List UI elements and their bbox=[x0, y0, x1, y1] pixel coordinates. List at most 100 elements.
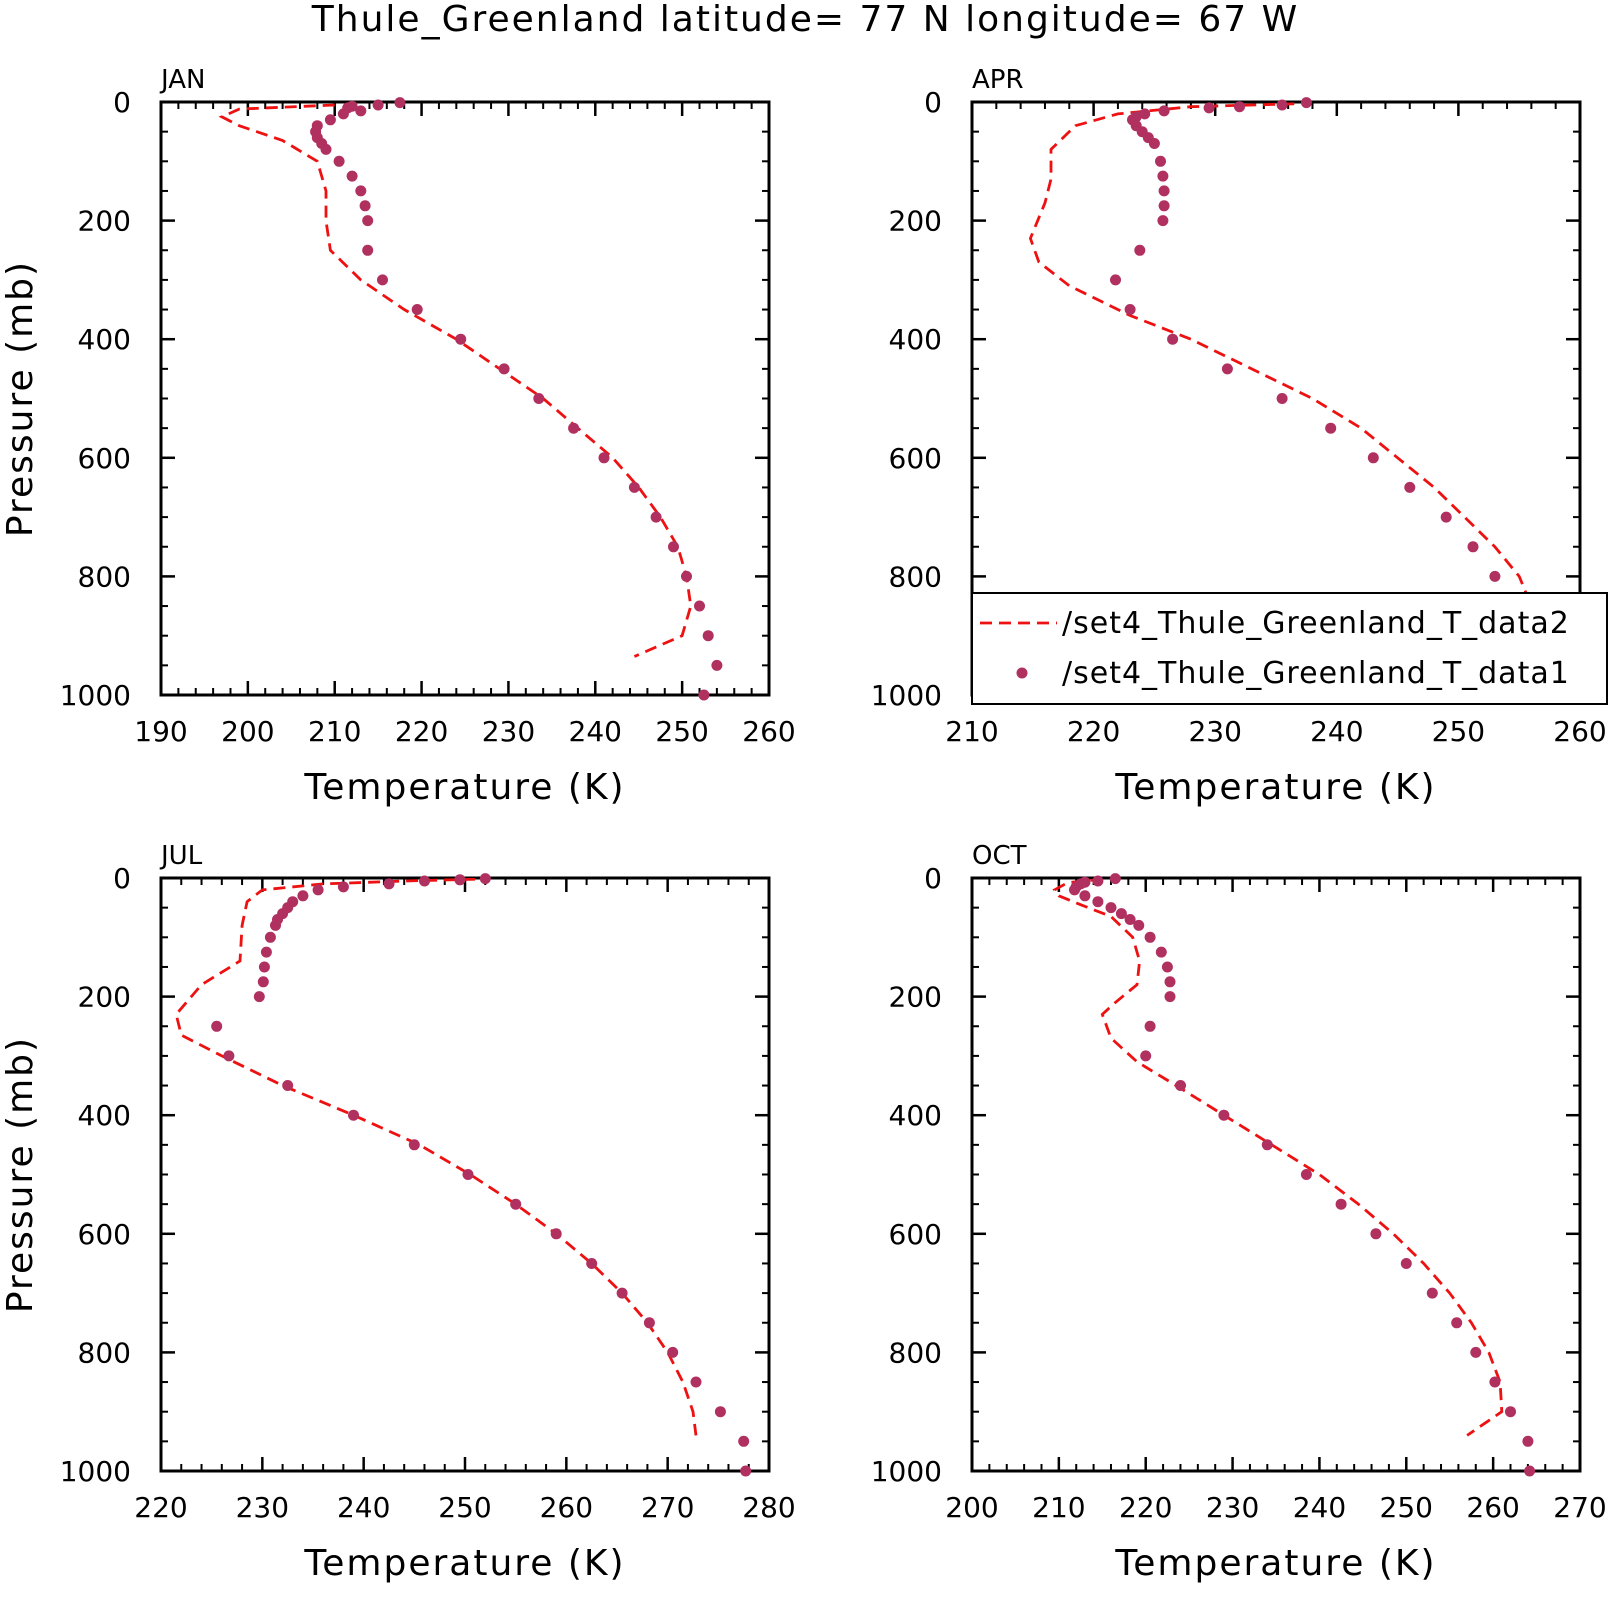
obs-point bbox=[1426, 1287, 1438, 1299]
obs-point bbox=[411, 304, 423, 315]
obs-point bbox=[1158, 200, 1170, 212]
obs-point bbox=[1115, 908, 1127, 920]
obs-point bbox=[333, 155, 345, 167]
obs-point bbox=[1400, 1258, 1412, 1269]
obs-point bbox=[1133, 919, 1145, 931]
x-tick-label: 240 bbox=[1310, 715, 1363, 748]
obs-point bbox=[362, 244, 374, 256]
y-tick-label: 0 bbox=[924, 862, 942, 895]
y-axis-label: Pressure (mb) bbox=[0, 1036, 41, 1313]
x-axis-label: Temperature (K) bbox=[303, 767, 625, 808]
obs-point bbox=[1404, 481, 1416, 493]
x-tick-label: 280 bbox=[742, 1491, 795, 1524]
y-tick-label: 0 bbox=[924, 86, 942, 119]
obs-point bbox=[462, 1169, 474, 1180]
obs-point bbox=[698, 689, 710, 701]
obs-point bbox=[324, 114, 336, 126]
obs-point bbox=[586, 1258, 598, 1269]
obs-point bbox=[1325, 422, 1337, 434]
x-axis-label: Temperature (K) bbox=[1114, 767, 1436, 808]
obs-point bbox=[264, 931, 276, 943]
y-tick-label: 400 bbox=[78, 1099, 131, 1132]
obs-point bbox=[454, 874, 466, 886]
y-tick-label: 200 bbox=[78, 981, 131, 1014]
obs-point bbox=[598, 452, 610, 464]
plot-frame bbox=[159, 100, 771, 697]
obs-point bbox=[1167, 333, 1179, 345]
x-tick-label: 230 bbox=[1188, 715, 1241, 748]
legend-dot-swatch bbox=[1016, 667, 1028, 679]
obs-point bbox=[1467, 541, 1479, 553]
x-tick-label: 230 bbox=[236, 1491, 289, 1524]
obs-point bbox=[714, 1406, 726, 1418]
obs-point bbox=[694, 600, 705, 612]
obs-point bbox=[510, 1198, 522, 1210]
x-tick-label: 240 bbox=[1293, 1491, 1346, 1524]
obs-point bbox=[1079, 890, 1091, 902]
y-tick-label: 200 bbox=[889, 981, 942, 1014]
x-tick-label: 250 bbox=[1380, 1491, 1433, 1524]
y-tick-label: 1000 bbox=[60, 1455, 131, 1488]
model-profile-line bbox=[218, 103, 693, 658]
obs-point bbox=[455, 333, 467, 345]
model-profile-line bbox=[1028, 102, 1533, 667]
obs-point bbox=[1144, 931, 1156, 943]
y-tick-label: 400 bbox=[889, 1099, 942, 1132]
obs-point bbox=[355, 185, 367, 197]
panel-apr: APR 210 220 230 240 250 260 0 200 400 600 800 1000 Te… bbox=[871, 65, 1608, 808]
obs-point bbox=[1110, 274, 1121, 286]
obs-point bbox=[738, 1435, 750, 1447]
x-tick-label: 200 bbox=[221, 715, 274, 748]
obs-point bbox=[1134, 244, 1146, 256]
obs-point bbox=[260, 946, 272, 958]
obs-point bbox=[702, 630, 714, 642]
y-tick-label: 800 bbox=[889, 1336, 942, 1369]
obs-point bbox=[568, 422, 580, 434]
obs-point bbox=[282, 1080, 294, 1091]
obs-point bbox=[1367, 452, 1379, 464]
x-tick-label: 230 bbox=[482, 715, 535, 748]
obs-point bbox=[1276, 99, 1288, 111]
obs-point bbox=[1124, 914, 1136, 925]
x-tick-label: 270 bbox=[1553, 1491, 1606, 1524]
x-tick-label: 190 bbox=[134, 715, 187, 748]
obs-point bbox=[1144, 1020, 1156, 1032]
y-tick-label: 600 bbox=[78, 442, 131, 475]
obs-point bbox=[1148, 138, 1160, 149]
x-tick-label: 260 bbox=[742, 715, 795, 748]
obs-point bbox=[1470, 1346, 1482, 1358]
obs-point bbox=[394, 97, 406, 109]
x-tick-label: 220 bbox=[395, 715, 448, 748]
x-tick-label: 250 bbox=[1432, 715, 1485, 748]
panel-label: OCT bbox=[972, 841, 1027, 871]
obs-point bbox=[1440, 511, 1452, 523]
obs-point bbox=[1489, 1376, 1501, 1388]
obs-point bbox=[408, 1139, 420, 1151]
y-tick-label: 1000 bbox=[60, 679, 131, 712]
obs-point bbox=[668, 541, 679, 553]
obs-point bbox=[1140, 1050, 1152, 1062]
obs-point bbox=[1069, 884, 1080, 896]
obs-point bbox=[533, 393, 545, 404]
x-tick-label: 250 bbox=[438, 1491, 491, 1524]
x-tick-label: 210 bbox=[308, 715, 361, 748]
obs-point bbox=[1218, 1109, 1230, 1121]
x-tick-label: 220 bbox=[1067, 715, 1120, 748]
obs-point bbox=[257, 976, 269, 988]
obs-point bbox=[1157, 170, 1169, 182]
y-tick-label: 200 bbox=[889, 205, 942, 238]
obs-point bbox=[312, 884, 324, 896]
obs-point bbox=[253, 991, 265, 1003]
obs-point bbox=[1234, 101, 1245, 113]
y-tick-label: 0 bbox=[113, 862, 131, 895]
obs-point bbox=[643, 1317, 655, 1329]
obs-point bbox=[1105, 902, 1117, 914]
obs-point bbox=[1300, 97, 1312, 109]
obs-point bbox=[383, 878, 395, 890]
y-tick-label: 800 bbox=[78, 1336, 131, 1369]
y-tick-label: 600 bbox=[78, 1218, 131, 1251]
obs-point bbox=[1092, 896, 1104, 908]
model-profile-line bbox=[1052, 878, 1504, 1437]
obs-point bbox=[1276, 393, 1288, 404]
